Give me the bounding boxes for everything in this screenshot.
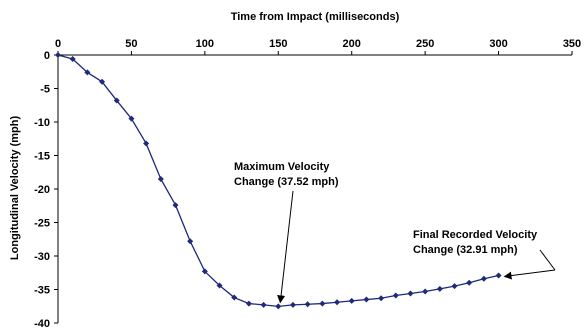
y-ticks: 0 -5 -10 -15 -20 -25 -30 -35 -40: [34, 50, 58, 330]
y-tick-label: -25: [34, 218, 50, 230]
x-tick-label: 200: [343, 38, 361, 50]
annotation-max: Maximum Velocity Change (37.52 mph): [234, 161, 339, 304]
velocity-series-points: [55, 52, 502, 310]
x-ticks: 0 50 100 150 200 250 300 350: [55, 38, 581, 55]
annotation-max-line-1: Maximum Velocity: [234, 161, 330, 173]
data-point-marker: [407, 290, 414, 297]
x-axis-title: Time from Impact (milliseconds): [231, 11, 400, 23]
x-tick-label: 50: [125, 38, 137, 50]
x-tick-label: 250: [416, 38, 434, 50]
data-point-marker: [334, 299, 341, 306]
data-point-marker: [275, 303, 282, 310]
data-point-marker: [466, 279, 473, 286]
data-point-marker: [319, 300, 326, 307]
data-point-marker: [260, 301, 267, 308]
data-point-marker: [436, 285, 443, 292]
y-tick-label: -40: [34, 318, 50, 330]
data-point-marker: [451, 283, 458, 290]
x-tick-label: 100: [196, 38, 214, 50]
annotation-final-connector: [539, 249, 556, 271]
y-tick-label: -30: [34, 251, 50, 263]
data-point-marker: [128, 115, 135, 122]
data-point-marker: [495, 272, 502, 279]
x-tick-label: 150: [269, 38, 287, 50]
data-point-marker: [378, 295, 385, 302]
data-point-marker: [84, 69, 91, 76]
data-point-marker: [392, 292, 399, 299]
data-point-marker: [172, 202, 179, 209]
data-point-marker: [245, 300, 252, 307]
data-point-marker: [231, 294, 238, 301]
data-point-marker: [289, 301, 296, 308]
x-tick-label: 350: [563, 38, 581, 50]
data-point-marker: [69, 56, 76, 63]
data-point-marker: [157, 175, 164, 182]
data-point-marker: [216, 282, 223, 289]
data-point-marker: [187, 238, 194, 245]
x-tick-label: 300: [489, 38, 507, 50]
y-tick-label: -5: [40, 84, 50, 96]
data-point-marker: [143, 140, 150, 147]
annotation-final-line-2: Change (32.91 mph): [413, 244, 518, 256]
data-point-marker: [201, 268, 208, 275]
data-point-marker: [99, 78, 106, 85]
y-tick-label: 0: [44, 50, 50, 62]
annotation-final: Final Recorded Velocity Change (32.91 mp…: [413, 229, 556, 280]
annotation-final-line-1: Final Recorded Velocity: [413, 229, 538, 241]
data-point-marker: [422, 288, 429, 295]
data-point-marker: [113, 97, 120, 104]
annotation-max-arrow: [277, 190, 294, 304]
annotation-final-arrow: [503, 269, 556, 280]
data-point-marker: [363, 296, 370, 303]
data-point-marker: [480, 275, 487, 282]
y-tick-label: -35: [34, 285, 50, 297]
y-tick-label: -20: [34, 184, 50, 196]
x-tick-label: 0: [55, 38, 61, 50]
data-point-marker: [55, 52, 61, 58]
y-tick-label: -10: [34, 117, 50, 129]
data-point-marker: [348, 297, 355, 304]
y-tick-label: -15: [34, 151, 50, 163]
annotation-max-line-2: Change (37.52 mph): [234, 176, 339, 188]
y-axis-title: Longitudinal Velocity (mph): [9, 116, 21, 261]
data-point-marker: [304, 301, 311, 308]
